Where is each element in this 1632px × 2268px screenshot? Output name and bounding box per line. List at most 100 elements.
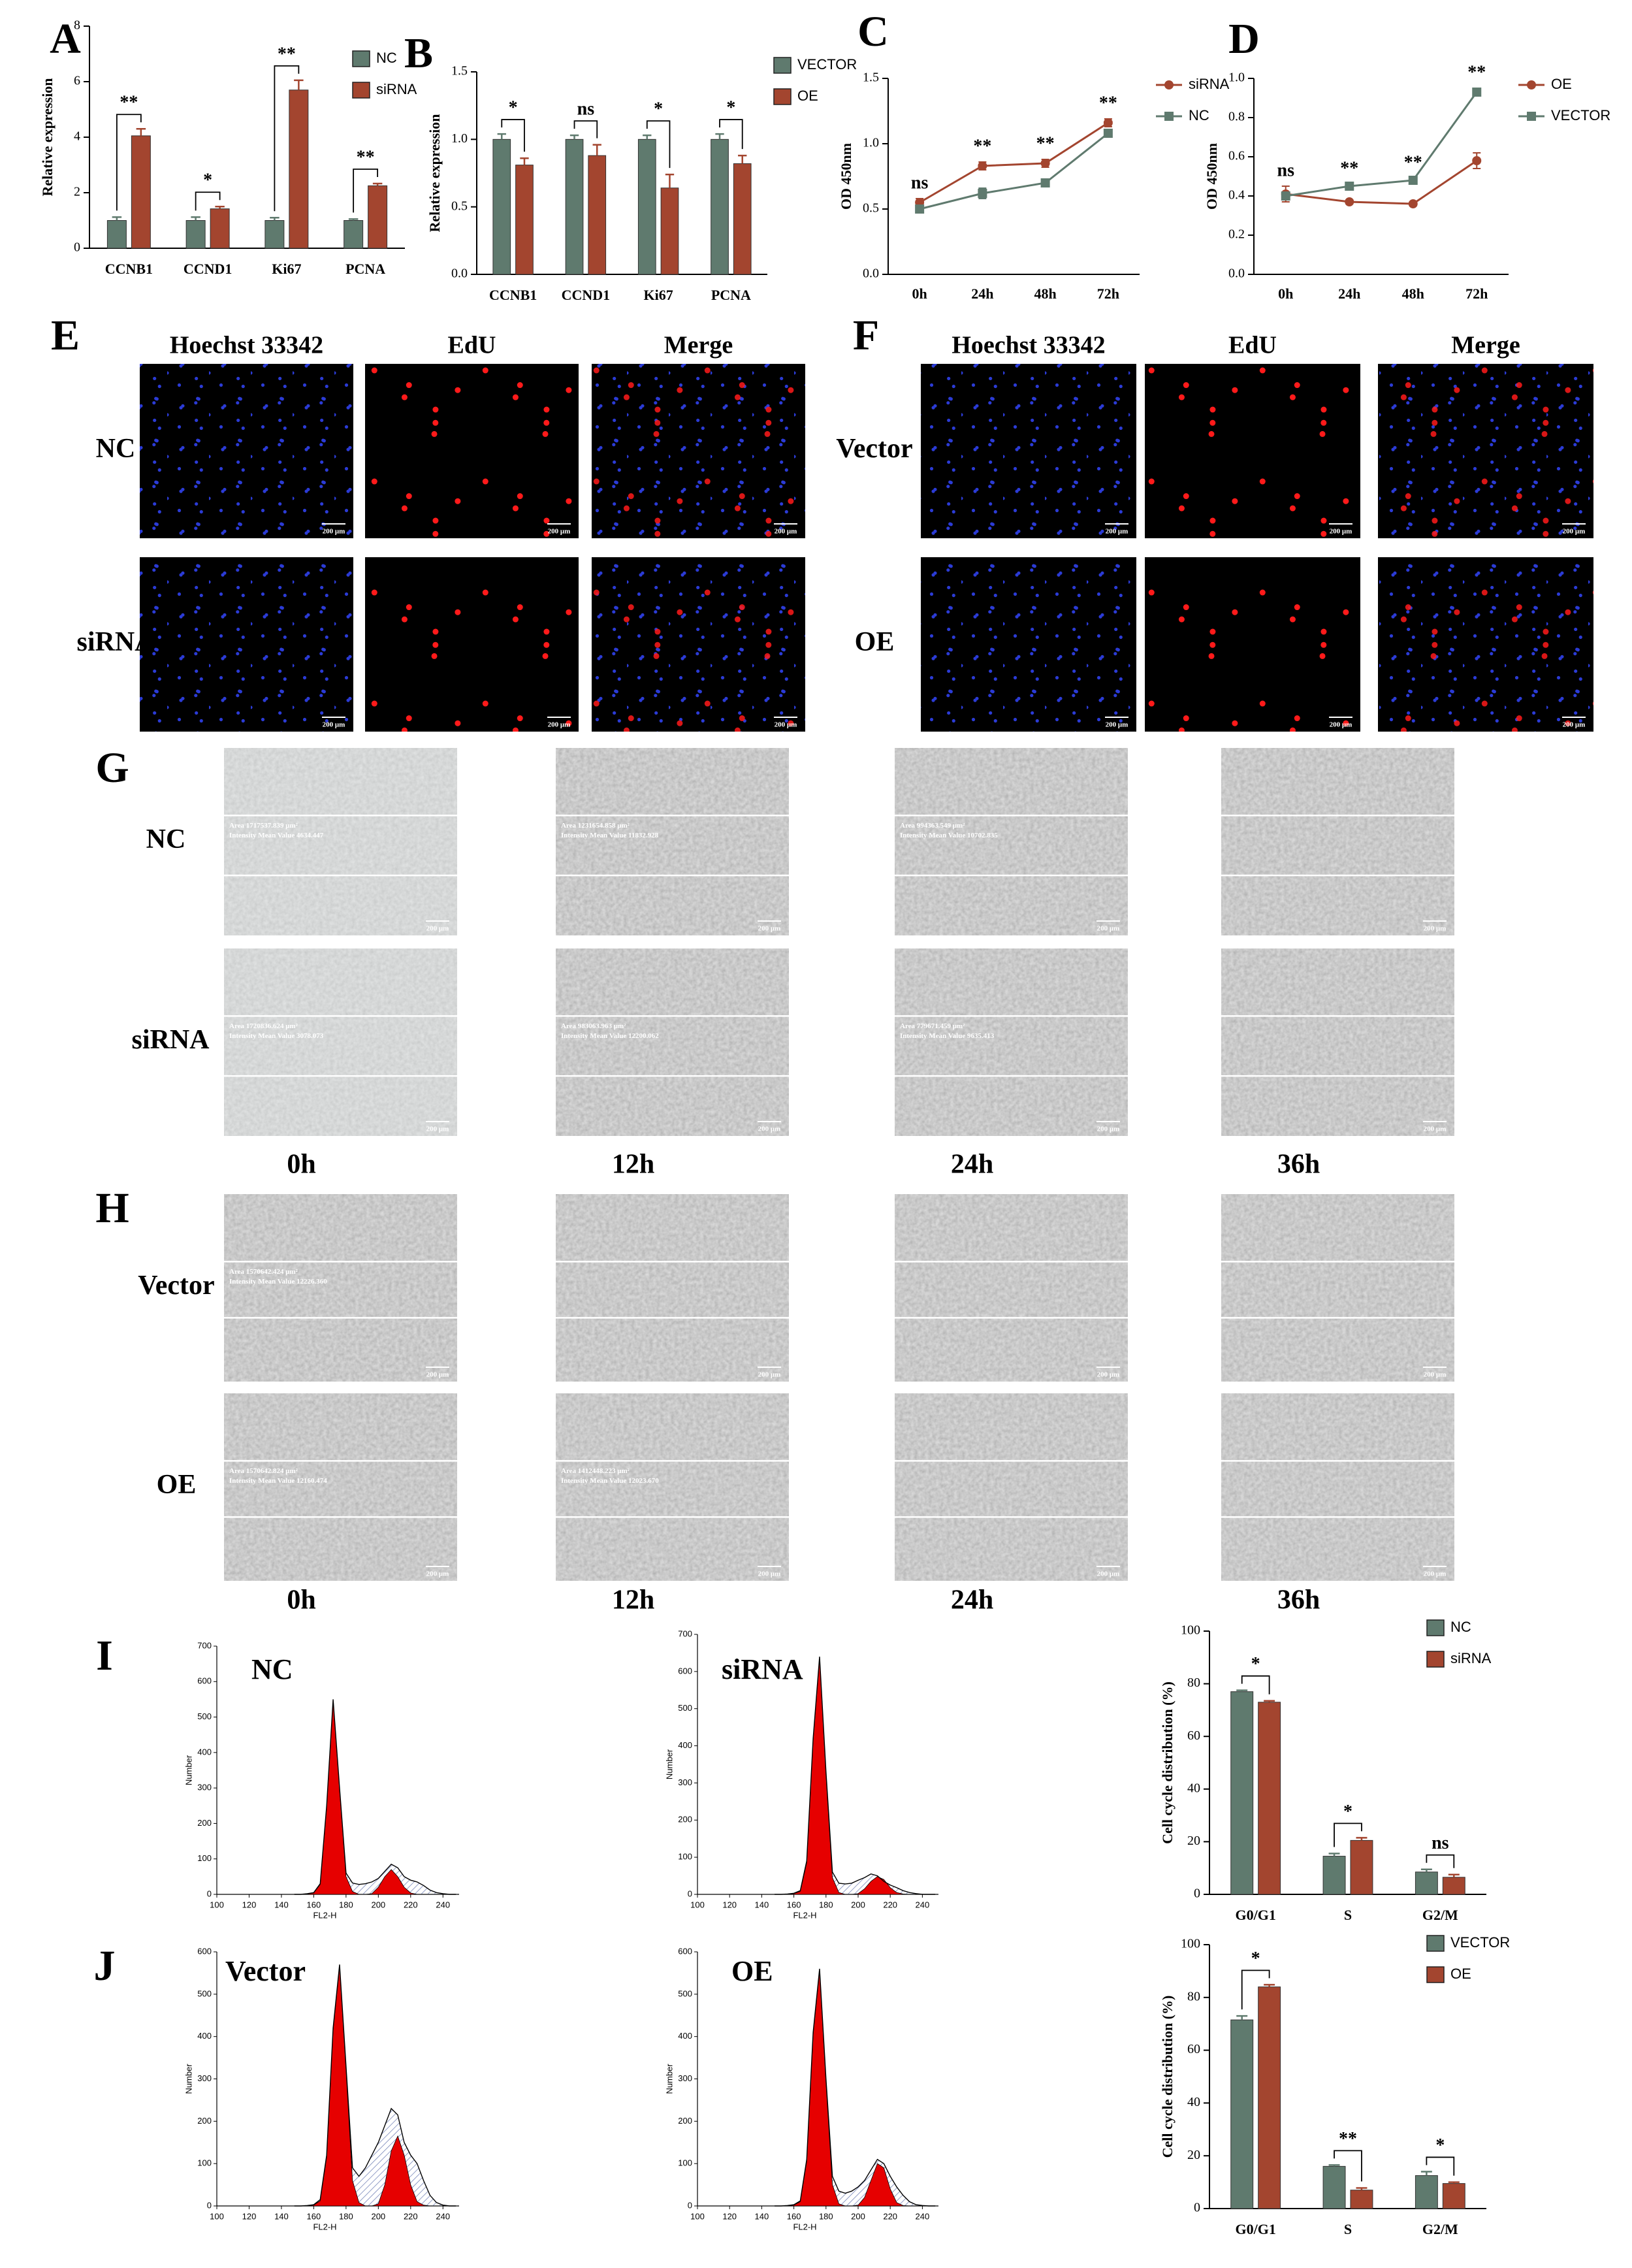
panel-letter: B [404,29,433,77]
row-label: Vector [138,1271,214,1301]
error-bar [643,134,652,140]
image-shade [895,948,1128,1136]
x-tick-label: 180 [819,2211,833,2221]
y-tick-label: 600 [197,1946,212,1956]
x-tick-label: 120 [722,2211,737,2221]
x-tick-label: S [1344,2221,1352,2237]
point [1345,197,1354,206]
x-tick-label: CCNB1 [105,261,153,277]
measurement-text: Intensity Mean Value 3078.073 [229,1032,324,1040]
outline-line [775,1968,936,2207]
bar [733,163,752,275]
image-shade [895,1194,1128,1382]
y-tick-label: 4 [74,129,80,144]
error-bar [1236,2015,1248,2020]
y-tick-label: 1.5 [451,64,468,78]
error-bar [1356,2187,1368,2190]
y-tick-label: 20 [1187,1834,1200,1848]
x-tick-label: 48h [1402,285,1424,302]
legend-swatch [773,88,792,105]
scratch-image [556,948,789,1136]
bar [660,187,679,275]
point [1408,199,1418,208]
y-tick-label: 1.0 [863,136,879,150]
image-shade [895,1393,1128,1581]
bar [711,138,729,275]
edu-channel [592,364,805,538]
outline-area [294,1964,456,2206]
y-tick-label: 500 [197,1988,212,1998]
histogram-title: NC [251,1653,293,1685]
legend-swatch [1426,1619,1445,1636]
y-tick-label: 200 [197,2116,212,2126]
significance-bracket [719,119,743,150]
histogram-title: siRNA [722,1653,803,1685]
row-label: OE [157,1470,197,1500]
error-bar [1448,1873,1460,1877]
bar [637,138,656,275]
x-tick-label: 140 [274,2211,289,2221]
panel-letter: H [95,1184,129,1232]
x-tick-label: G0/G1 [1235,2221,1275,2237]
y-tick-label: 40 [1187,1781,1200,1795]
x-tick-label: PCNA [711,287,751,303]
significance-bracket [1241,1675,1270,1694]
significance-label: * [1251,1654,1260,1674]
scale-bar-label: 200 μm [1097,1371,1120,1379]
y-tick-label: 100 [197,1853,212,1863]
panel-letter: E [51,312,80,359]
scratch-image [556,748,789,935]
y-tick-label: 8 [74,18,80,33]
time-label: 12h [612,1150,654,1180]
bar [1230,2019,1254,2209]
significance-label: ** [278,44,296,64]
x-tick-label: Ki67 [644,287,673,303]
bar [368,185,388,249]
time-label: 36h [1277,1585,1320,1615]
x-tick-label: 240 [436,1900,450,1909]
panel-letter: G [95,744,129,792]
bar [344,220,364,249]
y-axis-label: Number [184,2064,193,2094]
column-header: Hoechst 33342 [170,332,323,359]
image-shade [556,948,789,1136]
error-bar [569,134,579,140]
scratch-image [1221,948,1454,1136]
significance-label: ** [1099,93,1117,113]
outline-area [775,1657,936,1894]
y-tick-label: 0.5 [451,199,468,213]
legend-label: siRNA [1450,1650,1492,1666]
legend-label: siRNA [376,81,417,97]
significance-label: ** [120,93,138,113]
x-tick-label: 160 [787,2211,801,2221]
significance-label: ns [1432,1833,1449,1853]
y-tick-label: 1.0 [1228,71,1245,85]
error-bar [136,128,146,136]
significance-label: ns [1277,160,1295,180]
scale-bar-label: 200 μm [426,1126,449,1133]
legend-label: VECTOR [1450,1934,1510,1951]
error-bar [1420,1868,1432,1872]
bar [264,220,285,249]
y-axis-label: Number [664,1749,674,1779]
y-tick-label: 300 [197,2073,212,2083]
series-line [1285,159,1478,205]
y-tick-label: 0.8 [1228,110,1245,124]
x-tick-label: 140 [274,1900,289,1909]
scratch-image [895,1194,1128,1382]
significance-bracket [1334,2150,1362,2182]
error-bar [112,216,122,221]
y-axis-label: OD 450nm [1204,143,1220,210]
measurement-text: Intensity Mean Value 4634.447 [229,832,324,839]
y-tick-label: 700 [197,1640,212,1650]
significance-bracket [195,191,221,211]
x-tick-label: 72h [1465,285,1488,302]
image-shade [556,1393,789,1581]
measurement-text: Intensity Mean Value 12023.670 [561,1477,659,1485]
measurement-text: Area 779671.459 μm² [900,1022,965,1030]
time-label: 24h [951,1150,993,1180]
scratch-image [895,748,1128,935]
measurement-text: Area 983063.963 μm² [561,1022,626,1030]
x-tick-label: 160 [307,1900,321,1909]
